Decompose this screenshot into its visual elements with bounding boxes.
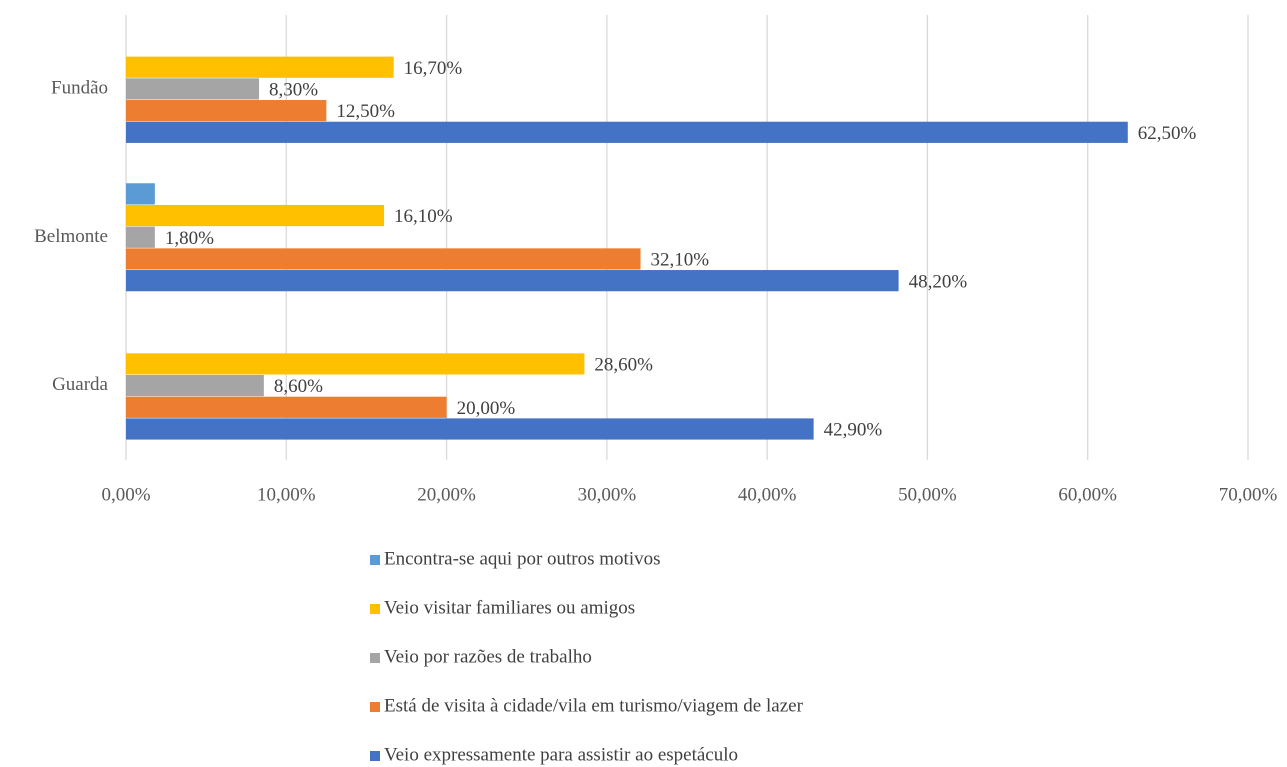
data-label: 1,80% xyxy=(165,228,214,249)
legend-swatch xyxy=(370,751,380,761)
data-label: 32,10% xyxy=(651,250,710,271)
bar xyxy=(126,78,260,100)
bar xyxy=(126,183,155,205)
bar xyxy=(126,396,447,418)
legend-swatch xyxy=(370,555,380,565)
bar xyxy=(126,374,264,397)
legend-label: Veio por razões de trabalho xyxy=(384,646,592,667)
bar xyxy=(126,248,641,270)
data-label: 16,10% xyxy=(394,206,453,227)
legend-swatch xyxy=(370,604,380,614)
bar xyxy=(126,100,327,122)
legend-label: Veio visitar familiares ou amigos xyxy=(384,597,635,618)
y-tick-label: Belmonte xyxy=(34,226,108,247)
legend-label: Encontra-se aqui por outros motivos xyxy=(384,548,661,569)
legend-swatch xyxy=(370,702,380,712)
bar xyxy=(126,204,385,227)
x-tick-label: 30,00% xyxy=(578,484,637,505)
x-tick-label: 60,00% xyxy=(1058,484,1117,505)
data-label: 48,20% xyxy=(909,271,968,292)
bar xyxy=(126,353,585,375)
data-label: 8,30% xyxy=(269,80,318,101)
bar xyxy=(126,270,899,292)
x-tick-label: 50,00% xyxy=(898,484,957,505)
data-label: 42,90% xyxy=(824,420,883,441)
y-tick-label: Guarda xyxy=(52,374,108,395)
x-tick-label: 0,00% xyxy=(101,484,150,505)
data-label: 8,60% xyxy=(274,376,323,397)
bar xyxy=(126,121,1128,143)
x-tick-label: 10,00% xyxy=(257,484,316,505)
legend-label: Veio expressamente para assistir ao espe… xyxy=(384,744,738,765)
data-label: 62,50% xyxy=(1138,123,1197,144)
data-label: 12,50% xyxy=(336,101,395,122)
bar xyxy=(126,226,155,248)
data-label: 16,70% xyxy=(404,58,463,79)
x-tick-label: 70,00% xyxy=(1219,484,1278,505)
x-tick-label: 40,00% xyxy=(738,484,797,505)
y-tick-label: Fundão xyxy=(51,78,108,99)
bar xyxy=(126,418,814,440)
bar xyxy=(126,56,394,78)
legend-swatch xyxy=(370,653,380,663)
x-tick-label: 20,00% xyxy=(417,484,476,505)
data-label: 28,60% xyxy=(594,354,653,375)
data-label: 20,00% xyxy=(457,398,516,419)
legend-label: Está de visita à cidade/vila em turismo/… xyxy=(384,695,804,716)
